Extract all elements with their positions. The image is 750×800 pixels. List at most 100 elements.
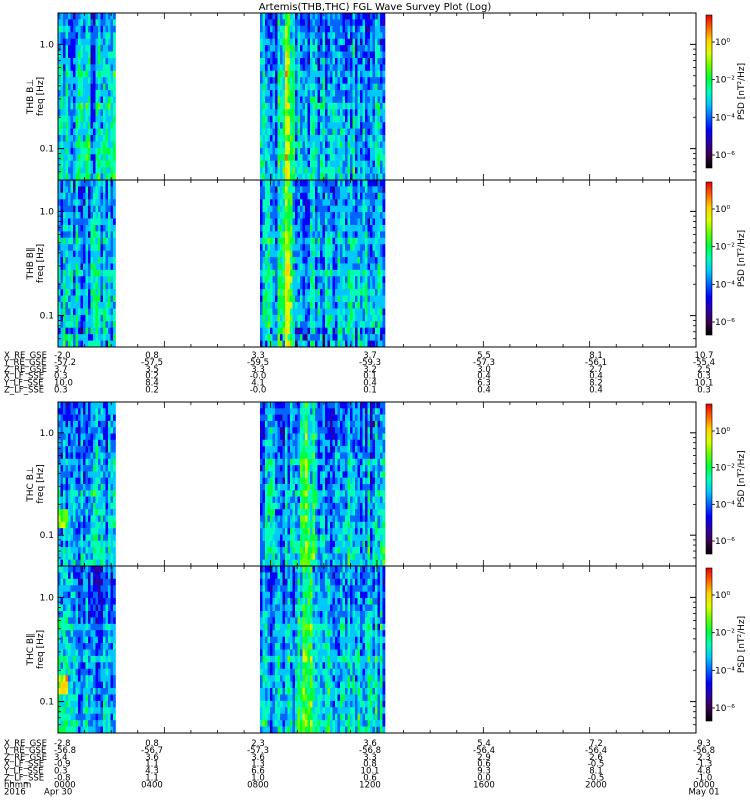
data-interval-2: [260, 402, 386, 567]
y-axis-label: THC B∥: [26, 633, 36, 666]
ephemeris-value: 0.8: [145, 351, 159, 361]
ephemeris-value: 10.7: [695, 351, 714, 361]
ephemeris-value: 0800: [247, 780, 269, 790]
ephemeris-value: 3.3: [363, 753, 377, 763]
ephemeris-row-label: Z_LF_SSE: [4, 774, 44, 784]
colorbar: [705, 14, 713, 169]
ephemeris-value: 3.6: [251, 753, 265, 763]
colorbar: [705, 181, 713, 336]
y-axis-label: freq [Hz]: [36, 464, 46, 503]
ephemeris-value: -56.4: [585, 746, 607, 756]
y-axis-label: freq [Hz]: [36, 630, 46, 669]
colorbar-tick-label: 10⁻²: [715, 464, 735, 474]
ephemeris-value: 1.0: [251, 774, 265, 784]
ephemeris-thc: X_RE_GSE -2.8 0.8 2.3 3.6 5.4 7.2 9.3 Y_RE_GSE -5…: [3, 739, 720, 797]
ephemeris-value: 0000: [693, 780, 715, 790]
colorbar-tick-label: 10⁻⁴: [715, 280, 735, 290]
y-tick-label: 1.0: [40, 429, 55, 439]
colorbar-label: PSD [nT²/Hz]: [737, 63, 747, 120]
colorbar-tick-label: 10⁰: [715, 591, 730, 601]
colorbar-label: PSD [nT²/Hz]: [737, 450, 747, 507]
ephemeris-value: 0.4: [477, 372, 491, 382]
data-interval-1: [58, 402, 116, 567]
y-axis-label: freq [Hz]: [36, 77, 46, 116]
ephemeris-value: -59.3: [359, 358, 381, 368]
ephemeris-value: -0.0: [250, 372, 267, 382]
colorbar-tick-label: 10⁻²: [715, 76, 735, 86]
colorbar-tick-label: 10⁻²: [715, 243, 735, 253]
ephemeris-value: -56.8: [359, 746, 381, 756]
ephemeris-value: -57.2: [54, 358, 76, 368]
ephemeris-value: 1.1: [145, 760, 159, 770]
ephemeris-value: 8.2: [589, 379, 603, 389]
ephemeris-value: 3.6: [363, 739, 377, 749]
ephemeris-value: -56.7: [141, 746, 163, 756]
data-interval-2: [260, 180, 386, 348]
ephemeris-value: 0.3: [697, 386, 711, 396]
ephemeris-value: 1.1: [145, 774, 159, 784]
colorbar: [705, 403, 713, 555]
ephemeris-value: 0.1: [363, 386, 377, 396]
colorbar-tick-label: 10⁰: [715, 427, 730, 437]
colorbar-tick-label: 10⁻²: [715, 629, 735, 639]
data-interval-1: [58, 13, 116, 181]
ephemeris-value: 0.6: [363, 774, 377, 784]
ephemeris-value: 5.5: [477, 351, 491, 361]
y-axis-label: freq [Hz]: [36, 244, 46, 283]
ephemeris-value: 0.3: [54, 767, 68, 777]
ephemeris-value: 2.5: [697, 365, 711, 375]
spectrogram-panel-3: 1.0 0.1 THC B⊥ freq [Hz] 10⁰ 10⁻² 10⁻⁴ 10⁻⁶ PSD …: [26, 401, 747, 567]
ephemeris-value: 2.3: [251, 739, 265, 749]
ephemeris-value: -0.8: [54, 774, 71, 784]
ephemeris-value: -1.0: [696, 774, 713, 784]
data-interval-2: [260, 13, 386, 181]
ephemeris-value: 3.7: [54, 365, 68, 375]
ephemeris-value: May 01: [688, 787, 719, 797]
colorbar-tick-label: 10⁻⁶: [715, 151, 735, 161]
ephemeris-value: 2.7: [589, 365, 603, 375]
data-interval-1: [58, 180, 116, 348]
colorbar-label: PSD [nT²/Hz]: [737, 616, 747, 673]
ephemeris-value: 8.4: [145, 379, 159, 389]
ephemeris-value: 0.3: [54, 386, 68, 396]
colorbar-tick-label: 10⁻⁶: [715, 704, 735, 714]
ephemeris-value: 8.1: [589, 767, 603, 777]
ephemeris-value: 10.0: [54, 379, 73, 389]
ephemeris-value: 3.3: [251, 351, 265, 361]
ephemeris-value: 1600: [473, 780, 495, 790]
ephemeris-value: 3.0: [477, 365, 491, 375]
ephemeris-row-label: 2016: [4, 787, 26, 797]
ephemeris-value: 9.3: [477, 767, 491, 777]
ephemeris-value: 3.4: [54, 753, 68, 763]
y-tick-label: 1.0: [40, 207, 55, 217]
ephemeris-value: -57.5: [141, 358, 163, 368]
ephemeris-value: -2.8: [54, 739, 71, 749]
spectrogram-panel-4: 1.0 0.1 THC B∥ freq [Hz] 10⁰ 10⁻² 10⁻⁴ 10⁻⁶ PSD …: [26, 565, 747, 734]
ephemeris-row-label: Y_LF_SSE: [3, 379, 43, 389]
ephemeris-value: 3.7: [363, 351, 377, 361]
colorbar-tick-label: 10⁰: [715, 205, 730, 215]
colorbar-tick-label: 10⁰: [715, 38, 730, 48]
colorbar-tick-label: 10⁻⁴: [715, 666, 735, 676]
ephemeris-value: -57.3: [247, 746, 269, 756]
colorbar-tick-label: 10⁻⁶: [715, 318, 735, 328]
ephemeris-value: -0.5: [588, 760, 605, 770]
y-tick-label: 0.1: [40, 531, 54, 541]
ephemeris-value: 9.3: [697, 739, 711, 749]
ephemeris-value: 4.1: [251, 379, 265, 389]
ephemeris-value: 0.4: [589, 372, 603, 382]
colorbar-label: PSD [nT²/Hz]: [737, 230, 747, 287]
ephemeris-thb: X_RE_GSE -2.0 0.8 3.3 3.7 5.5 8.1 10.7Y_RE_GSE -…: [3, 351, 715, 396]
ephemeris-value: 0.4: [477, 386, 491, 396]
ephemeris-value: -55.4: [693, 358, 715, 368]
ephemeris-value: 6.3: [477, 379, 491, 389]
ephemeris-value: 0.4: [589, 386, 603, 396]
ephemeris-value: 0.3: [697, 372, 711, 382]
ephemeris-value: -59.5: [247, 358, 269, 368]
ephemeris-value: Apr 30: [44, 787, 72, 797]
ephemeris-row-label: Y_RE_GSE: [3, 746, 46, 756]
ephemeris-value: -56.4: [473, 746, 495, 756]
ephemeris-row-label: Z_LF_SSE: [4, 386, 44, 396]
ephemeris-value: 2.6: [589, 753, 603, 763]
